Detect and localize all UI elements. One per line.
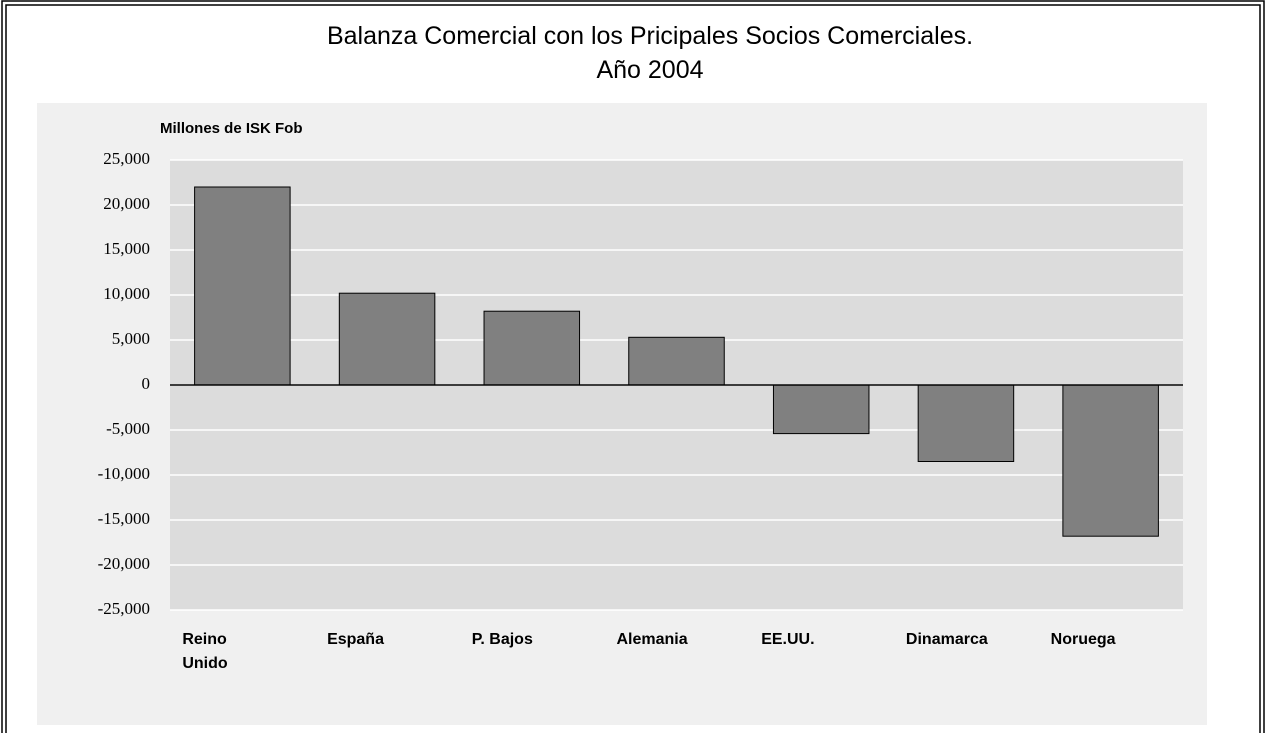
- y-tick-label: -20,000: [98, 554, 150, 573]
- y-tick-label: 20,000: [103, 194, 150, 213]
- bar: [194, 186, 291, 386]
- frame-inner: [5, 4, 1261, 733]
- y-tick-label: -5,000: [106, 419, 150, 438]
- y-tick-label: 10,000: [103, 284, 150, 303]
- bar: [483, 310, 581, 386]
- bar: [917, 384, 1015, 462]
- x-tick-label: Noruega: [1050, 631, 1116, 648]
- bar: [628, 336, 725, 386]
- y-tick-label: 0: [142, 374, 151, 393]
- x-tick-label: Reino Unido: [182, 631, 228, 672]
- y-tick-label: -25,000: [98, 599, 150, 618]
- x-tick-label: EE.UU.: [761, 631, 815, 648]
- x-tick-label: Dinamarca: [905, 631, 988, 648]
- chart-title: Balanza Comercial con los Pricipales Soc…: [327, 22, 973, 50]
- y-tick-label: 5,000: [112, 329, 150, 348]
- x-tick-label: Alemania: [616, 631, 688, 648]
- y-tick-label: 15,000: [103, 239, 150, 258]
- x-tick-label: España: [327, 631, 384, 648]
- bar: [338, 292, 436, 386]
- y-tick-label: -10,000: [98, 464, 150, 483]
- bar: [1062, 384, 1159, 537]
- y-axis-title: Millones de ISK Fob: [160, 120, 303, 137]
- bar: [772, 384, 870, 435]
- chart-subtitle: Año 2004: [596, 56, 703, 84]
- x-tick-label: P. Bajos: [471, 631, 533, 648]
- y-tick-label: 25,000: [103, 149, 150, 168]
- y-tick-label: -15,000: [98, 509, 150, 528]
